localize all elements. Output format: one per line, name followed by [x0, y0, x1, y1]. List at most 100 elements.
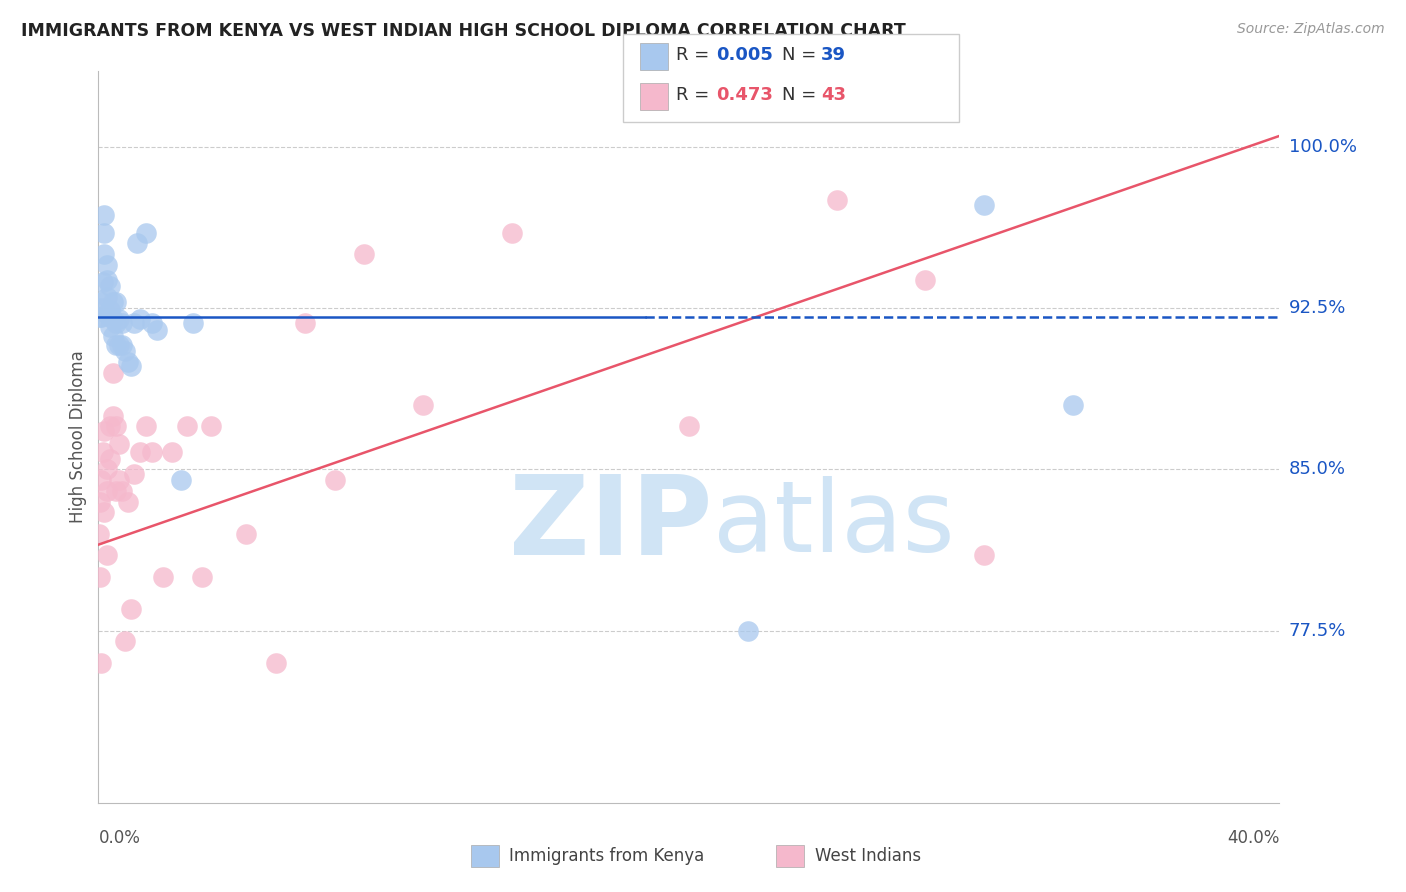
Point — [117, 494, 139, 508]
Text: N =: N = — [782, 46, 821, 64]
Point — [111, 316, 134, 330]
Point — [89, 310, 111, 324]
Point — [323, 473, 346, 487]
Point — [103, 409, 125, 423]
Point — [1062, 398, 1084, 412]
Point — [89, 494, 111, 508]
Point — [96, 290, 118, 304]
Point — [122, 467, 145, 481]
Point — [105, 316, 128, 330]
Point — [181, 316, 204, 330]
Point — [108, 337, 131, 351]
Point — [96, 462, 118, 476]
Point — [973, 549, 995, 563]
Point — [98, 419, 121, 434]
Point — [89, 527, 111, 541]
Point — [170, 473, 193, 487]
Point — [103, 366, 125, 380]
Point — [105, 294, 128, 309]
Point — [108, 473, 131, 487]
Point — [105, 483, 128, 498]
Point — [114, 634, 136, 648]
Point — [96, 273, 118, 287]
Point — [678, 419, 700, 434]
Text: 40.0%: 40.0% — [1227, 829, 1279, 847]
Point — [90, 473, 112, 487]
Point — [117, 355, 139, 369]
Point — [98, 451, 121, 466]
Point — [90, 294, 112, 309]
Point — [91, 275, 114, 289]
Text: R =: R = — [676, 46, 716, 64]
Point — [90, 310, 112, 324]
Point — [98, 303, 121, 318]
Point — [128, 311, 150, 326]
Point — [294, 316, 316, 330]
Y-axis label: High School Diploma: High School Diploma — [69, 351, 87, 524]
Point — [91, 445, 114, 459]
Text: 0.0%: 0.0% — [98, 829, 141, 847]
Point — [108, 436, 131, 450]
Point — [200, 419, 222, 434]
Text: atlas: atlas — [713, 476, 955, 574]
Point — [135, 419, 157, 434]
Point — [162, 445, 183, 459]
Text: Immigrants from Kenya: Immigrants from Kenya — [509, 847, 704, 865]
Text: Source: ZipAtlas.com: Source: ZipAtlas.com — [1237, 22, 1385, 37]
Point — [176, 419, 198, 434]
Point — [90, 656, 112, 670]
Text: 0.473: 0.473 — [716, 86, 772, 103]
Point — [353, 247, 375, 261]
Point — [96, 258, 118, 272]
Point — [111, 483, 134, 498]
Text: R =: R = — [676, 86, 716, 103]
Point — [105, 419, 128, 434]
Point — [146, 322, 169, 336]
Point — [737, 624, 759, 638]
Text: 77.5%: 77.5% — [1289, 622, 1347, 640]
Point — [825, 194, 848, 208]
Text: 85.0%: 85.0% — [1289, 460, 1346, 478]
Point — [412, 398, 434, 412]
Point — [93, 424, 115, 438]
Point — [235, 527, 257, 541]
Point — [90, 301, 112, 315]
Point — [108, 311, 131, 326]
Point — [152, 570, 174, 584]
Point — [103, 311, 125, 326]
Point — [98, 279, 121, 293]
Point — [111, 337, 134, 351]
Point — [114, 344, 136, 359]
Point — [128, 445, 150, 459]
Text: 92.5%: 92.5% — [1289, 299, 1347, 317]
Text: N =: N = — [782, 86, 821, 103]
Point — [135, 226, 157, 240]
Point — [89, 570, 111, 584]
Point — [103, 294, 125, 309]
Text: IMMIGRANTS FROM KENYA VS WEST INDIAN HIGH SCHOOL DIPLOMA CORRELATION CHART: IMMIGRANTS FROM KENYA VS WEST INDIAN HIG… — [21, 22, 905, 40]
Point — [125, 236, 148, 251]
Point — [264, 656, 287, 670]
Point — [122, 316, 145, 330]
Point — [96, 549, 118, 563]
Point — [93, 247, 115, 261]
Text: 0.005: 0.005 — [716, 46, 772, 64]
Point — [96, 483, 118, 498]
Point — [914, 273, 936, 287]
Point — [141, 316, 163, 330]
Point — [93, 226, 115, 240]
Point — [141, 445, 163, 459]
Point — [501, 226, 523, 240]
Text: West Indians: West Indians — [815, 847, 921, 865]
Point — [98, 320, 121, 334]
Point — [973, 198, 995, 212]
Point — [96, 308, 118, 322]
Text: ZIP: ZIP — [509, 471, 713, 578]
Point — [120, 602, 142, 616]
Point — [191, 570, 214, 584]
Text: 43: 43 — [821, 86, 846, 103]
Text: 39: 39 — [821, 46, 846, 64]
Point — [93, 505, 115, 519]
Point — [120, 359, 142, 373]
Point — [93, 209, 115, 223]
